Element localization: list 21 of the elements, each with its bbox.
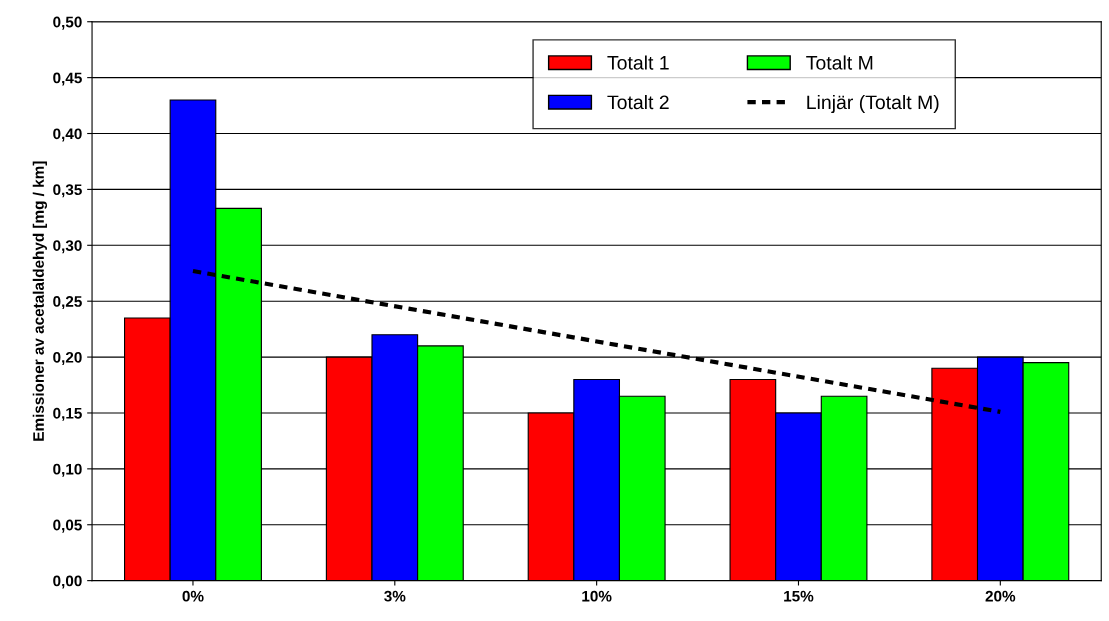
legend-label: Linjär (Totalt M) (807, 94, 939, 114)
y-tick-label: 0,50 (53, 16, 82, 30)
legend-label: Totalt 2 (607, 94, 669, 110)
x-tick-label: 0% (182, 590, 204, 602)
legend-label: Totalt 1 (607, 55, 669, 70)
y-tick-label: 0,15 (53, 407, 82, 421)
y-axis-title: Emissioner av acetalaldehyd [mg / km] (32, 161, 48, 441)
y-tick-label: 0,20 (53, 351, 82, 365)
y-tick-label: 0,35 (53, 184, 82, 198)
y-tick-label: 0,30 (53, 240, 82, 254)
x-tick-label: 3% (384, 590, 406, 602)
y-tick-label: 0,25 (53, 296, 82, 310)
legend-label: Totalt M (806, 55, 873, 70)
x-tick-label: 15% (784, 590, 814, 602)
x-tick-label: 10% (582, 590, 612, 602)
y-tick-label: 0,40 (53, 128, 82, 142)
x-tick-label: 20% (985, 590, 1016, 602)
y-tick-label: 0,45 (53, 72, 82, 86)
y-tick-label: 0,05 (53, 519, 82, 533)
y-tick-label: 0,10 (53, 463, 82, 477)
y-tick-label: 0,00 (53, 575, 82, 589)
